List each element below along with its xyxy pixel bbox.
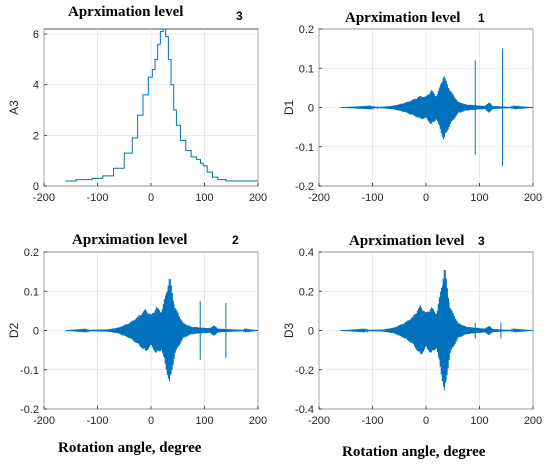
y-tick-label: -0.2 <box>295 365 314 377</box>
y-tick-label: -0.4 <box>295 404 314 416</box>
x-tick-label: 200 <box>249 415 267 427</box>
y-tick-label: 0.1 <box>24 286 39 298</box>
y-tick-label: 0.2 <box>24 247 39 259</box>
y-tick-label: 0.2 <box>299 286 314 298</box>
x-tick-label: 0 <box>148 415 154 427</box>
chart-title-number: 2 <box>232 233 239 247</box>
x-tick-label: 100 <box>470 415 488 427</box>
x-tick-label: 0 <box>148 192 154 204</box>
x-tick-label: -100 <box>361 192 383 204</box>
y-tick-label: 0.1 <box>299 63 314 75</box>
chart-title-number: 1 <box>478 11 485 25</box>
chart-panel-4: -200 -100 0 100 200 -0.4 -0.2 0 0.2 0.4 D3 Aprximat… <box>282 233 542 460</box>
chart-title: Aprximation level <box>345 10 460 26</box>
chart-title-number: 3 <box>478 234 485 248</box>
y-axis-label: D3 <box>282 323 296 339</box>
y-axis-label: D2 <box>7 323 21 339</box>
x-tick-label: -200 <box>308 415 330 427</box>
y-tick-label: 2 <box>33 130 39 142</box>
y-tick-label: -0.2 <box>20 404 39 416</box>
x-tick-label: -200 <box>308 192 330 204</box>
y-axis-label: A3 <box>7 100 21 115</box>
chart-title: Aprximation level <box>68 4 183 20</box>
y-tick-label: 4 <box>33 80 39 92</box>
x-tick-label: -200 <box>33 192 55 204</box>
chart-title-number: 3 <box>236 9 243 23</box>
y-tick-label: 0 <box>308 326 314 338</box>
data-series <box>65 28 258 182</box>
y-tick-label: 0 <box>33 326 39 338</box>
y-tick-label: 0.2 <box>299 24 314 36</box>
chart-title: Aprximation level <box>72 232 187 248</box>
x-tick-label: 100 <box>195 415 213 427</box>
y-tick-label: 6 <box>33 29 39 41</box>
y-tick-label: -0.1 <box>20 365 39 377</box>
x-axis-label: Rotation angle, degree <box>342 444 486 460</box>
y-tick-label: -0.1 <box>295 142 314 154</box>
chart-panel-1: -200 -100 0 100 200 0 2 4 6 A3 Aprximation level 3 <box>7 4 267 204</box>
chart-panel-2: -200 -100 0 100 200 -0.2 -0.1 0 0.1 0.2 D1 Aprximat… <box>282 10 542 204</box>
y-tick-label: 0 <box>308 103 314 115</box>
x-axis-label: Rotation angle, degree <box>58 440 202 456</box>
y-tick-label: 0.4 <box>299 247 314 259</box>
x-tick-label: -100 <box>86 415 108 427</box>
x-tick-label: 200 <box>524 415 542 427</box>
x-tick-label: -100 <box>86 192 108 204</box>
x-tick-label: 100 <box>195 192 213 204</box>
x-tick-label: 200 <box>524 192 542 204</box>
x-tick-label: 100 <box>470 192 488 204</box>
chart-title: Aprximation level <box>349 233 464 249</box>
x-tick-label: -100 <box>361 415 383 427</box>
x-tick-label: 0 <box>423 415 429 427</box>
y-axis-label: D1 <box>282 100 296 116</box>
x-tick-label: 200 <box>249 192 267 204</box>
data-series <box>340 76 534 140</box>
x-tick-label: -200 <box>33 415 55 427</box>
x-tick-label: 0 <box>423 192 429 204</box>
chart-panel-3: -200 -100 0 100 200 -0.2 -0.1 0 0.1 0.2 D2 Aprximat… <box>7 232 267 456</box>
y-tick-label: 0 <box>33 181 39 193</box>
y-tick-label: -0.2 <box>295 181 314 193</box>
